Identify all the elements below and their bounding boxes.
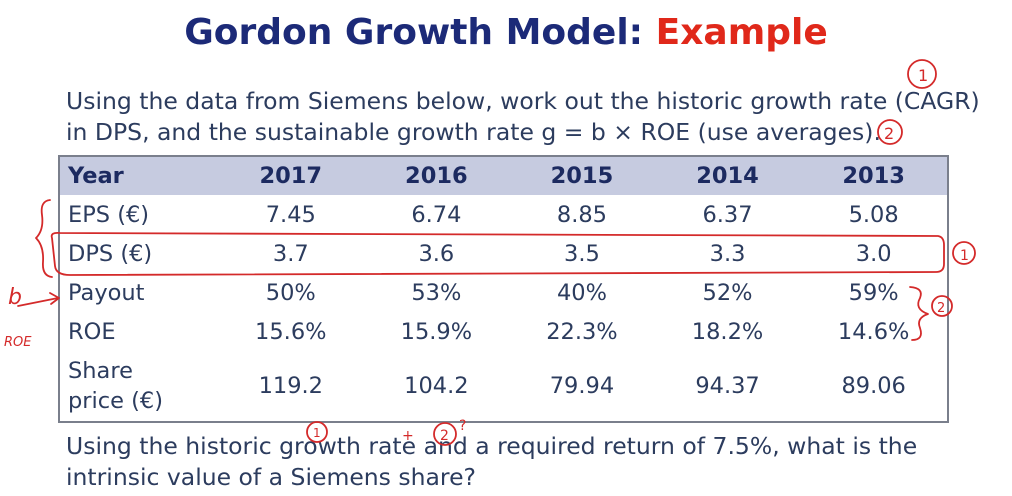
table-cell: 6.74: [411, 201, 462, 228]
row-label: DPS (€): [68, 240, 153, 267]
row-label: EPS (€): [68, 201, 150, 228]
row-label-share-price: Share price (€): [59, 351, 218, 422]
title-main: Gordon Growth Model:: [184, 12, 644, 53]
question-1-line-2: in DPS, and the sustainable growth rate …: [66, 118, 881, 146]
table-cell: 52%: [702, 279, 753, 306]
table-cell: 18.2%: [691, 318, 764, 345]
table-header-row: Year 2017 2016 2015 2014 2013: [59, 156, 948, 195]
question-1-line-1: Using the data from Siemens below, work …: [66, 87, 980, 115]
table-row-payout: Payout 50% 53% 40% 52% 59%: [59, 273, 948, 312]
table-row-roe: ROE 15.6% 15.9% 22.3% 18.2% 14.6%: [59, 312, 948, 351]
table-cell: 79.94: [549, 373, 615, 399]
table-cell: 3.7: [272, 240, 309, 267]
title-accent: Example: [655, 12, 828, 53]
table-cell: 3.3: [709, 240, 746, 267]
table-cell: 22.3%: [546, 318, 618, 345]
table-cell: 50%: [265, 279, 316, 306]
header-year-label: Year: [59, 156, 218, 195]
header-year: 2014: [654, 156, 801, 195]
table-cell: 14.6%: [837, 318, 910, 345]
table-cell: 59%: [848, 279, 899, 306]
table-row-eps: EPS (€) 7.45 6.74 8.85 6.37 5.08: [59, 195, 948, 234]
share-price-label-line-2: price (€): [68, 388, 164, 414]
annotation-b-arrow: [17, 297, 59, 307]
annotation-roe-label: ROE: [4, 335, 32, 350]
table-cell: 15.9%: [400, 318, 473, 345]
table-cell: 3.5: [564, 240, 600, 267]
share-price-label-line-1: Share: [68, 358, 133, 384]
question-1: Using the data from Siemens below, work …: [66, 86, 980, 148]
question-2-line-1: Using the historic growth rate and a req…: [66, 432, 918, 460]
table-cell: 94.37: [695, 373, 760, 399]
table-cell: 40%: [556, 279, 607, 306]
annotation-text-1-dps: 1: [960, 248, 969, 264]
table-cell: 6.37: [702, 201, 753, 228]
table-cell: 53%: [411, 279, 462, 306]
table-cell: 104.2: [404, 373, 469, 399]
table-cell: 7.45: [265, 201, 316, 228]
annotation-circle-1-cagr: [907, 59, 937, 89]
annotation-b-label: b: [8, 285, 22, 310]
table-cell: 3.0: [855, 240, 892, 267]
table-cell: 15.6%: [255, 318, 327, 345]
annotation-circle-1-dps: [952, 241, 976, 265]
table-cell: 3.6: [418, 240, 455, 267]
header-year: 2016: [363, 156, 510, 195]
siemens-data-table: Year 2017 2016 2015 2014 2013 EPS (€) 7.…: [58, 155, 949, 423]
header-year: 2015: [509, 156, 655, 195]
header-year: 2013: [800, 156, 948, 195]
row-label: ROE: [68, 318, 116, 345]
page-title: Gordon Growth Model: Example: [0, 12, 1012, 53]
annotation-left-brace: [35, 199, 53, 278]
table-cell: 119.2: [258, 373, 323, 399]
table-cell: 8.85: [556, 201, 607, 228]
annotation-text-1-cagr: 1: [918, 66, 928, 85]
question-2: Using the historic growth rate and a req…: [66, 431, 917, 493]
table-row-dps: DPS (€) 3.7 3.6 3.5 3.3 3.0: [59, 234, 948, 273]
row-label: Payout: [68, 279, 145, 306]
header-year: 2017: [218, 156, 364, 195]
table-cell: 5.08: [848, 201, 899, 228]
question-2-line-2: intrinsic value of a Siemens share?: [66, 463, 477, 491]
table-cell: 89.06: [841, 373, 906, 399]
table-row-share-price: Share price (€) 119.2 104.2 79.94 94.37 …: [59, 351, 948, 422]
